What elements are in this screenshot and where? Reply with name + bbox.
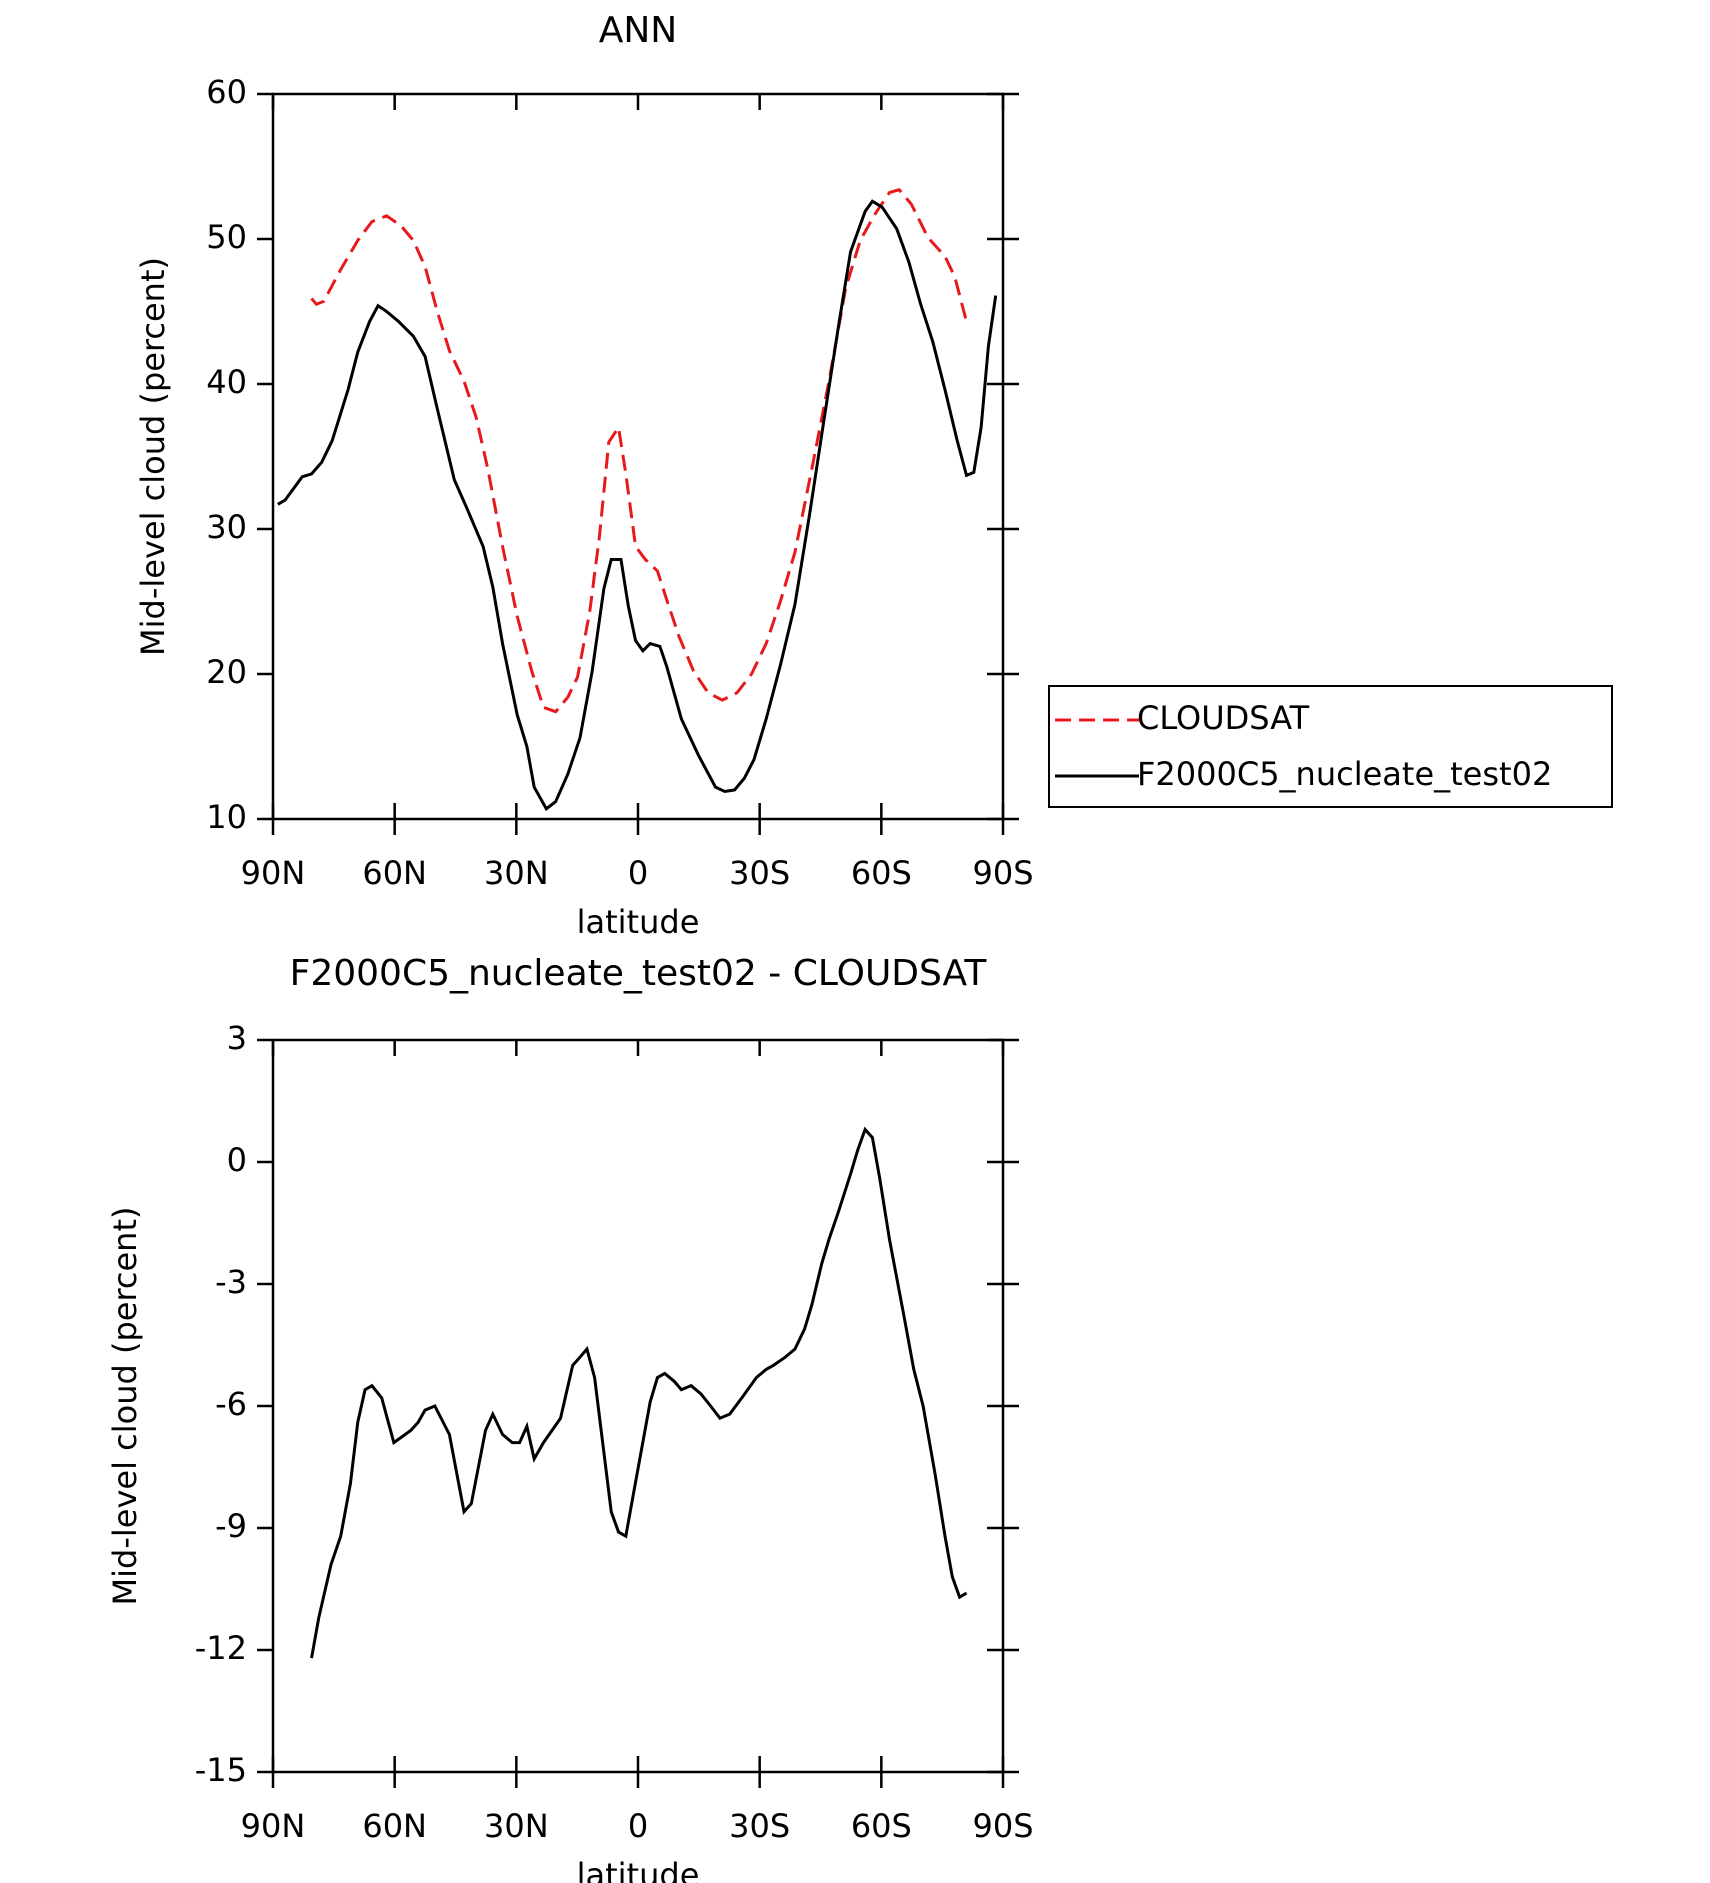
plot-frame xyxy=(271,92,1005,821)
x-tick-label: 60N xyxy=(362,854,427,892)
y-tick-label: -12 xyxy=(195,1629,247,1667)
data-line xyxy=(310,1126,968,1659)
y-tick-label: -9 xyxy=(215,1507,247,1545)
data-line xyxy=(277,199,998,812)
chart-title: F2000C5_nucleate_test02 - CLOUDSAT xyxy=(290,953,988,994)
x-tick-label: 30N xyxy=(484,1807,549,1845)
y-tick-label: 60 xyxy=(206,73,247,111)
x-tick-label: 90N xyxy=(241,1807,306,1845)
y-tick-label: 0 xyxy=(227,1141,247,1179)
legend-label: CLOUDSAT xyxy=(1137,699,1310,737)
chart-title: ANN xyxy=(599,10,678,51)
y-tick-label: 40 xyxy=(206,363,247,401)
y-tick-label: -15 xyxy=(195,1751,247,1789)
x-tick-label: 60N xyxy=(362,1807,427,1845)
data-line xyxy=(310,187,968,714)
y-tick-label: 30 xyxy=(206,508,247,546)
y-tick-label: 20 xyxy=(206,653,247,691)
x-tick-label: 30S xyxy=(729,1807,790,1845)
y-axis-label: Mid-level cloud (percent) xyxy=(134,257,172,656)
y-tick-label: 10 xyxy=(206,798,247,836)
y-tick-label: -3 xyxy=(215,1263,247,1301)
y-tick-label: 50 xyxy=(206,218,247,256)
x-tick-label: 60S xyxy=(851,1807,912,1845)
x-tick-label: 30S xyxy=(729,854,790,892)
plot-frame xyxy=(271,1038,1005,1774)
y-tick-label: -6 xyxy=(215,1385,247,1423)
legend-box xyxy=(1048,685,1613,808)
x-axis-label: latitude xyxy=(577,903,700,941)
x-tick-label: 90S xyxy=(972,854,1033,892)
y-tick-label: 3 xyxy=(227,1019,247,1057)
x-tick-label: 30N xyxy=(484,854,549,892)
y-axis-label: Mid-level cloud (percent) xyxy=(106,1207,144,1606)
x-tick-label: 90S xyxy=(972,1807,1033,1845)
x-tick-label: 60S xyxy=(851,854,912,892)
x-tick-label: 0 xyxy=(628,854,648,892)
x-tick-label: 0 xyxy=(628,1807,648,1845)
legend-label: F2000C5_nucleate_test02 xyxy=(1137,755,1552,793)
x-tick-label: 90N xyxy=(241,854,306,892)
x-axis-label: latitude xyxy=(577,1856,700,1883)
